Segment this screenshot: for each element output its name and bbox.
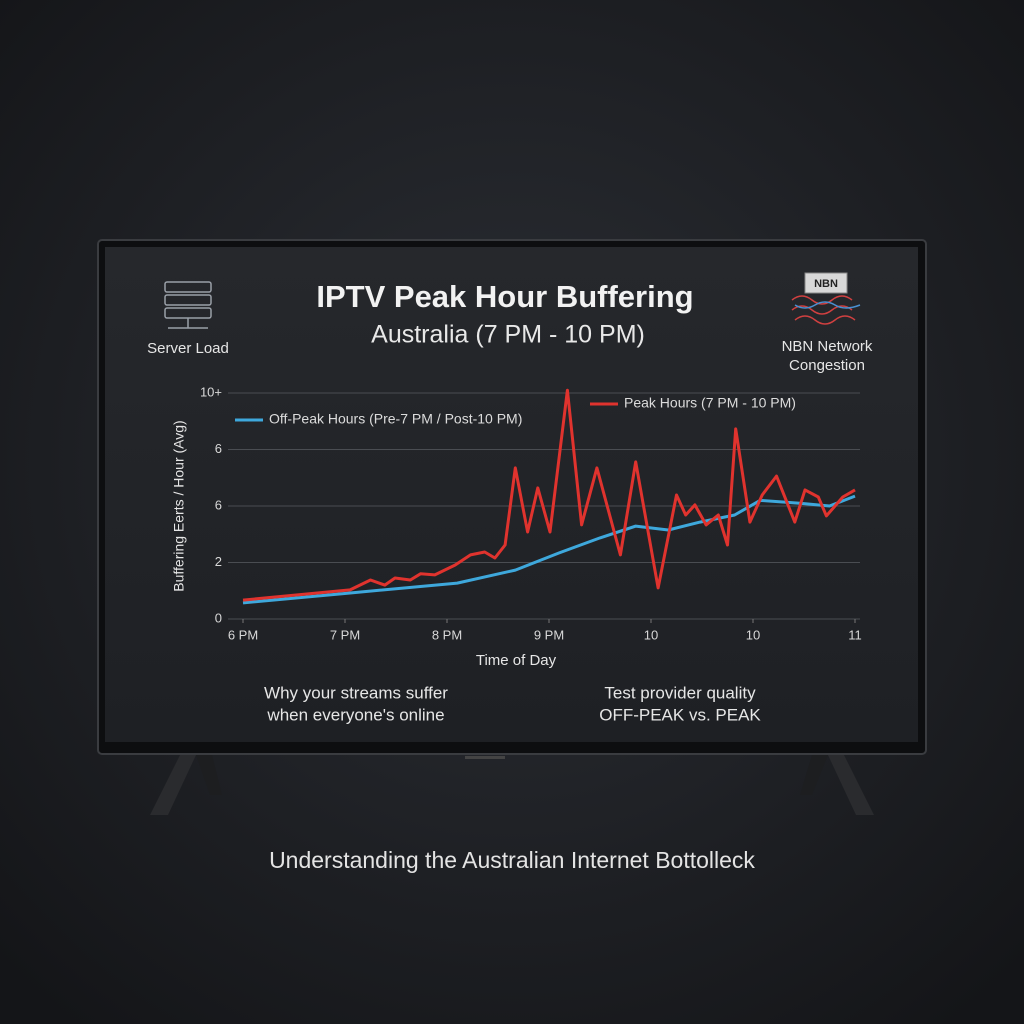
nbn-icon [791, 272, 861, 325]
tv-leg [196, 755, 222, 795]
tv-sensor [465, 756, 505, 759]
series-line [242, 494, 856, 605]
x-tick-label: 9 PM [534, 627, 564, 642]
x-tick-label: 10 [644, 627, 658, 642]
x-tick-label: 7 PM [330, 627, 360, 642]
nbn-label: NBN Network [782, 338, 873, 355]
x-tick-label: 10 [746, 627, 760, 642]
nbn-label: Congestion [789, 357, 865, 374]
plot: 0 2 6 6 10+ 6 PM 7 PM 8 PM 9 PM 10 10 11 Off-Peak Ho… [200, 384, 862, 642]
legend-label: Off-Peak Hours (Pre-7 PM / Post-10 PM) [269, 411, 522, 427]
y-tick-label: 6 [215, 497, 222, 512]
series-line [242, 388, 856, 602]
caption: Understanding the Australian Internet Bo… [269, 847, 755, 873]
y-tick-label: 2 [215, 554, 222, 569]
note: Test provider quality [604, 683, 756, 702]
chart-title: IPTV Peak Hour Buffering [316, 279, 693, 314]
server-icon [164, 281, 212, 329]
chart-subtitle: Australia (7 PM - 10 PM) [371, 321, 645, 349]
legend-label: Peak Hours (7 PM - 10 PM) [624, 395, 796, 411]
y-tick-label: 10+ [200, 384, 222, 399]
tv-leg [150, 755, 196, 815]
y-axis-label: Buffering Eerts / Hour (Avg) [171, 420, 187, 591]
tv-leg [800, 755, 828, 795]
x-tick-label: 11 [848, 627, 862, 642]
x-axis-label: Time of Day [476, 652, 557, 669]
tv-leg [828, 755, 874, 815]
x-tick-label: 6 PM [228, 627, 258, 642]
nbn-badge: NBN [814, 278, 838, 290]
server-label: Server Load [147, 340, 229, 357]
y-tick-label: 0 [215, 610, 222, 625]
x-tick-label: 8 PM [432, 627, 462, 642]
note: when everyone's online [266, 705, 444, 724]
note: OFF-PEAK vs. PEAK [599, 705, 761, 724]
note: Why your streams suffer [264, 683, 448, 702]
y-tick-label: 6 [215, 441, 222, 456]
